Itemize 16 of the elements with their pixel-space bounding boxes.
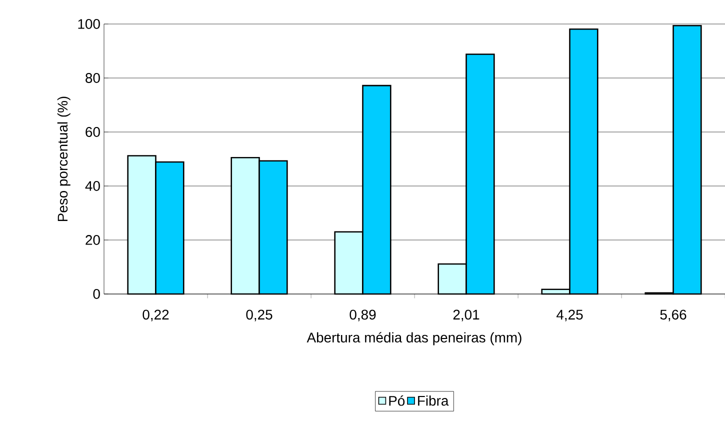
x-tick-label: 0,25 bbox=[246, 310, 272, 322]
y-tick-label: 100 bbox=[78, 19, 100, 29]
y-tick-label: 80 bbox=[86, 73, 100, 83]
y-tick-label: 0 bbox=[93, 289, 100, 299]
x-tick-label: 0,89 bbox=[350, 310, 376, 322]
x-tick-label: 5,66 bbox=[660, 310, 686, 322]
legend-label: Pó bbox=[389, 395, 405, 406]
x-axis-title: Abertura média das peneiras (mm) bbox=[306, 332, 522, 346]
y-axis-title: Peso porcentual (%) bbox=[57, 96, 70, 222]
y-tick-label: 20 bbox=[86, 235, 100, 245]
y-tick-label: 40 bbox=[85, 181, 100, 191]
x-tick-label: 0,22 bbox=[142, 310, 169, 322]
y-tick-label: 60 bbox=[86, 127, 100, 137]
x-tick-label: 2,01 bbox=[453, 310, 480, 322]
legend-label: Fibra bbox=[418, 395, 449, 406]
x-tick-label: 4,25 bbox=[556, 310, 583, 322]
